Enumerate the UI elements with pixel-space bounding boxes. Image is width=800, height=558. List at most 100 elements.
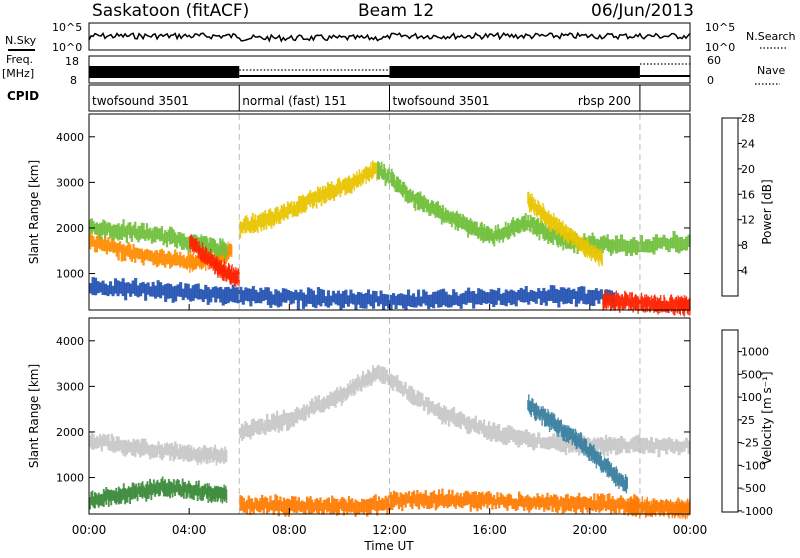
- band-cell: [672, 441, 676, 454]
- band-cell: [419, 296, 423, 307]
- band-cell: [194, 238, 196, 251]
- band-cell: [100, 493, 103, 506]
- band-cell: [506, 494, 509, 511]
- band-cell: [610, 296, 613, 310]
- band-cell: [406, 493, 409, 504]
- band-cell: [338, 177, 341, 194]
- band-cell: [476, 494, 479, 512]
- band-cell: [209, 237, 212, 255]
- freq-tick-top: 18: [65, 55, 79, 68]
- band-cell: [252, 502, 255, 514]
- nsearch-tick-bottom: 10^0: [705, 41, 735, 54]
- band-cell: [538, 410, 541, 421]
- band-cell: [408, 385, 411, 402]
- band-cell: [137, 439, 140, 455]
- band-cell: [565, 225, 567, 239]
- band-cell: [600, 248, 603, 265]
- band-cell: [459, 493, 462, 508]
- band-cell: [619, 295, 621, 313]
- band-cell: [518, 491, 521, 507]
- band-cell: [220, 486, 222, 503]
- band-cell: [472, 222, 474, 234]
- band-cell: [649, 300, 652, 312]
- band-cell: [150, 230, 154, 244]
- band-cell: [487, 226, 490, 241]
- band-cell: [231, 284, 235, 303]
- band-cell: [566, 437, 569, 448]
- band-cell: [264, 420, 267, 436]
- band-cell: [567, 231, 569, 243]
- band-cell: [207, 485, 209, 503]
- band-cell: [632, 436, 636, 453]
- band-cell: [414, 296, 418, 308]
- band-cell: [512, 290, 516, 305]
- band-cell: [149, 478, 151, 495]
- band-cell: [598, 496, 601, 513]
- band-cell: [348, 385, 351, 396]
- band-cell: [127, 222, 130, 235]
- band-cell: [314, 190, 317, 202]
- band-cell: [469, 419, 472, 433]
- band-cell: [179, 282, 183, 297]
- band-cell: [631, 292, 633, 307]
- band-velocity-4: [527, 394, 628, 494]
- band-cell: [516, 499, 519, 510]
- band-cell: [599, 250, 602, 262]
- band-cell: [279, 415, 282, 430]
- band-cell: [586, 437, 589, 454]
- band-cell: [624, 291, 627, 309]
- band-cell: [154, 484, 156, 497]
- band-cell: [135, 439, 138, 453]
- band-cell: [164, 254, 167, 268]
- band-cell: [368, 370, 371, 384]
- band-cell: [566, 226, 568, 244]
- band-cell: [105, 223, 108, 236]
- band-cell: [685, 236, 689, 251]
- band-cell: [675, 501, 678, 515]
- band-cell: [174, 249, 177, 266]
- band-cell: [105, 239, 108, 255]
- band-cell: [598, 438, 601, 449]
- velocity-colorbar-label-1: 500: [741, 368, 762, 381]
- band-cell: [480, 221, 483, 240]
- band-cell: [213, 447, 215, 462]
- velocity-colorbar-label-6: -500: [741, 482, 766, 495]
- band-cell: [665, 498, 668, 512]
- band-cell: [306, 404, 309, 415]
- band-cell: [614, 296, 617, 310]
- band-cell: [229, 288, 233, 302]
- band-cell: [424, 490, 427, 506]
- band-cell: [120, 244, 123, 262]
- band-cell: [190, 445, 193, 462]
- band-cell: [260, 214, 263, 232]
- band-cell: [664, 297, 666, 312]
- band-cell: [649, 501, 651, 516]
- band-cell: [329, 184, 332, 201]
- power-colorbar-label-6: 28: [741, 112, 755, 125]
- band-cell: [454, 292, 458, 305]
- band-cell: [116, 491, 119, 503]
- band-cell: [249, 220, 252, 233]
- band-cell: [336, 498, 339, 516]
- band-cell: [581, 438, 583, 454]
- band-cell: [621, 497, 624, 509]
- band-cell: [454, 212, 457, 230]
- band-cell: [216, 486, 219, 503]
- band-cell: [209, 486, 211, 502]
- band-cell: [642, 437, 646, 455]
- band-cell: [649, 297, 651, 313]
- band-cell: [119, 488, 121, 504]
- band-cell: [468, 492, 471, 505]
- band-cell: [127, 486, 130, 498]
- band-cell: [542, 437, 546, 449]
- band-cell: [214, 485, 216, 502]
- band-cell: [294, 204, 297, 217]
- band-cell: [483, 224, 486, 242]
- band-cell: [345, 179, 348, 194]
- band-cell: [542, 287, 546, 303]
- band-cell: [494, 425, 498, 442]
- band-cell: [458, 214, 461, 228]
- band-cell: [213, 487, 215, 499]
- band-cell: [619, 436, 623, 453]
- band-cell: [582, 440, 584, 452]
